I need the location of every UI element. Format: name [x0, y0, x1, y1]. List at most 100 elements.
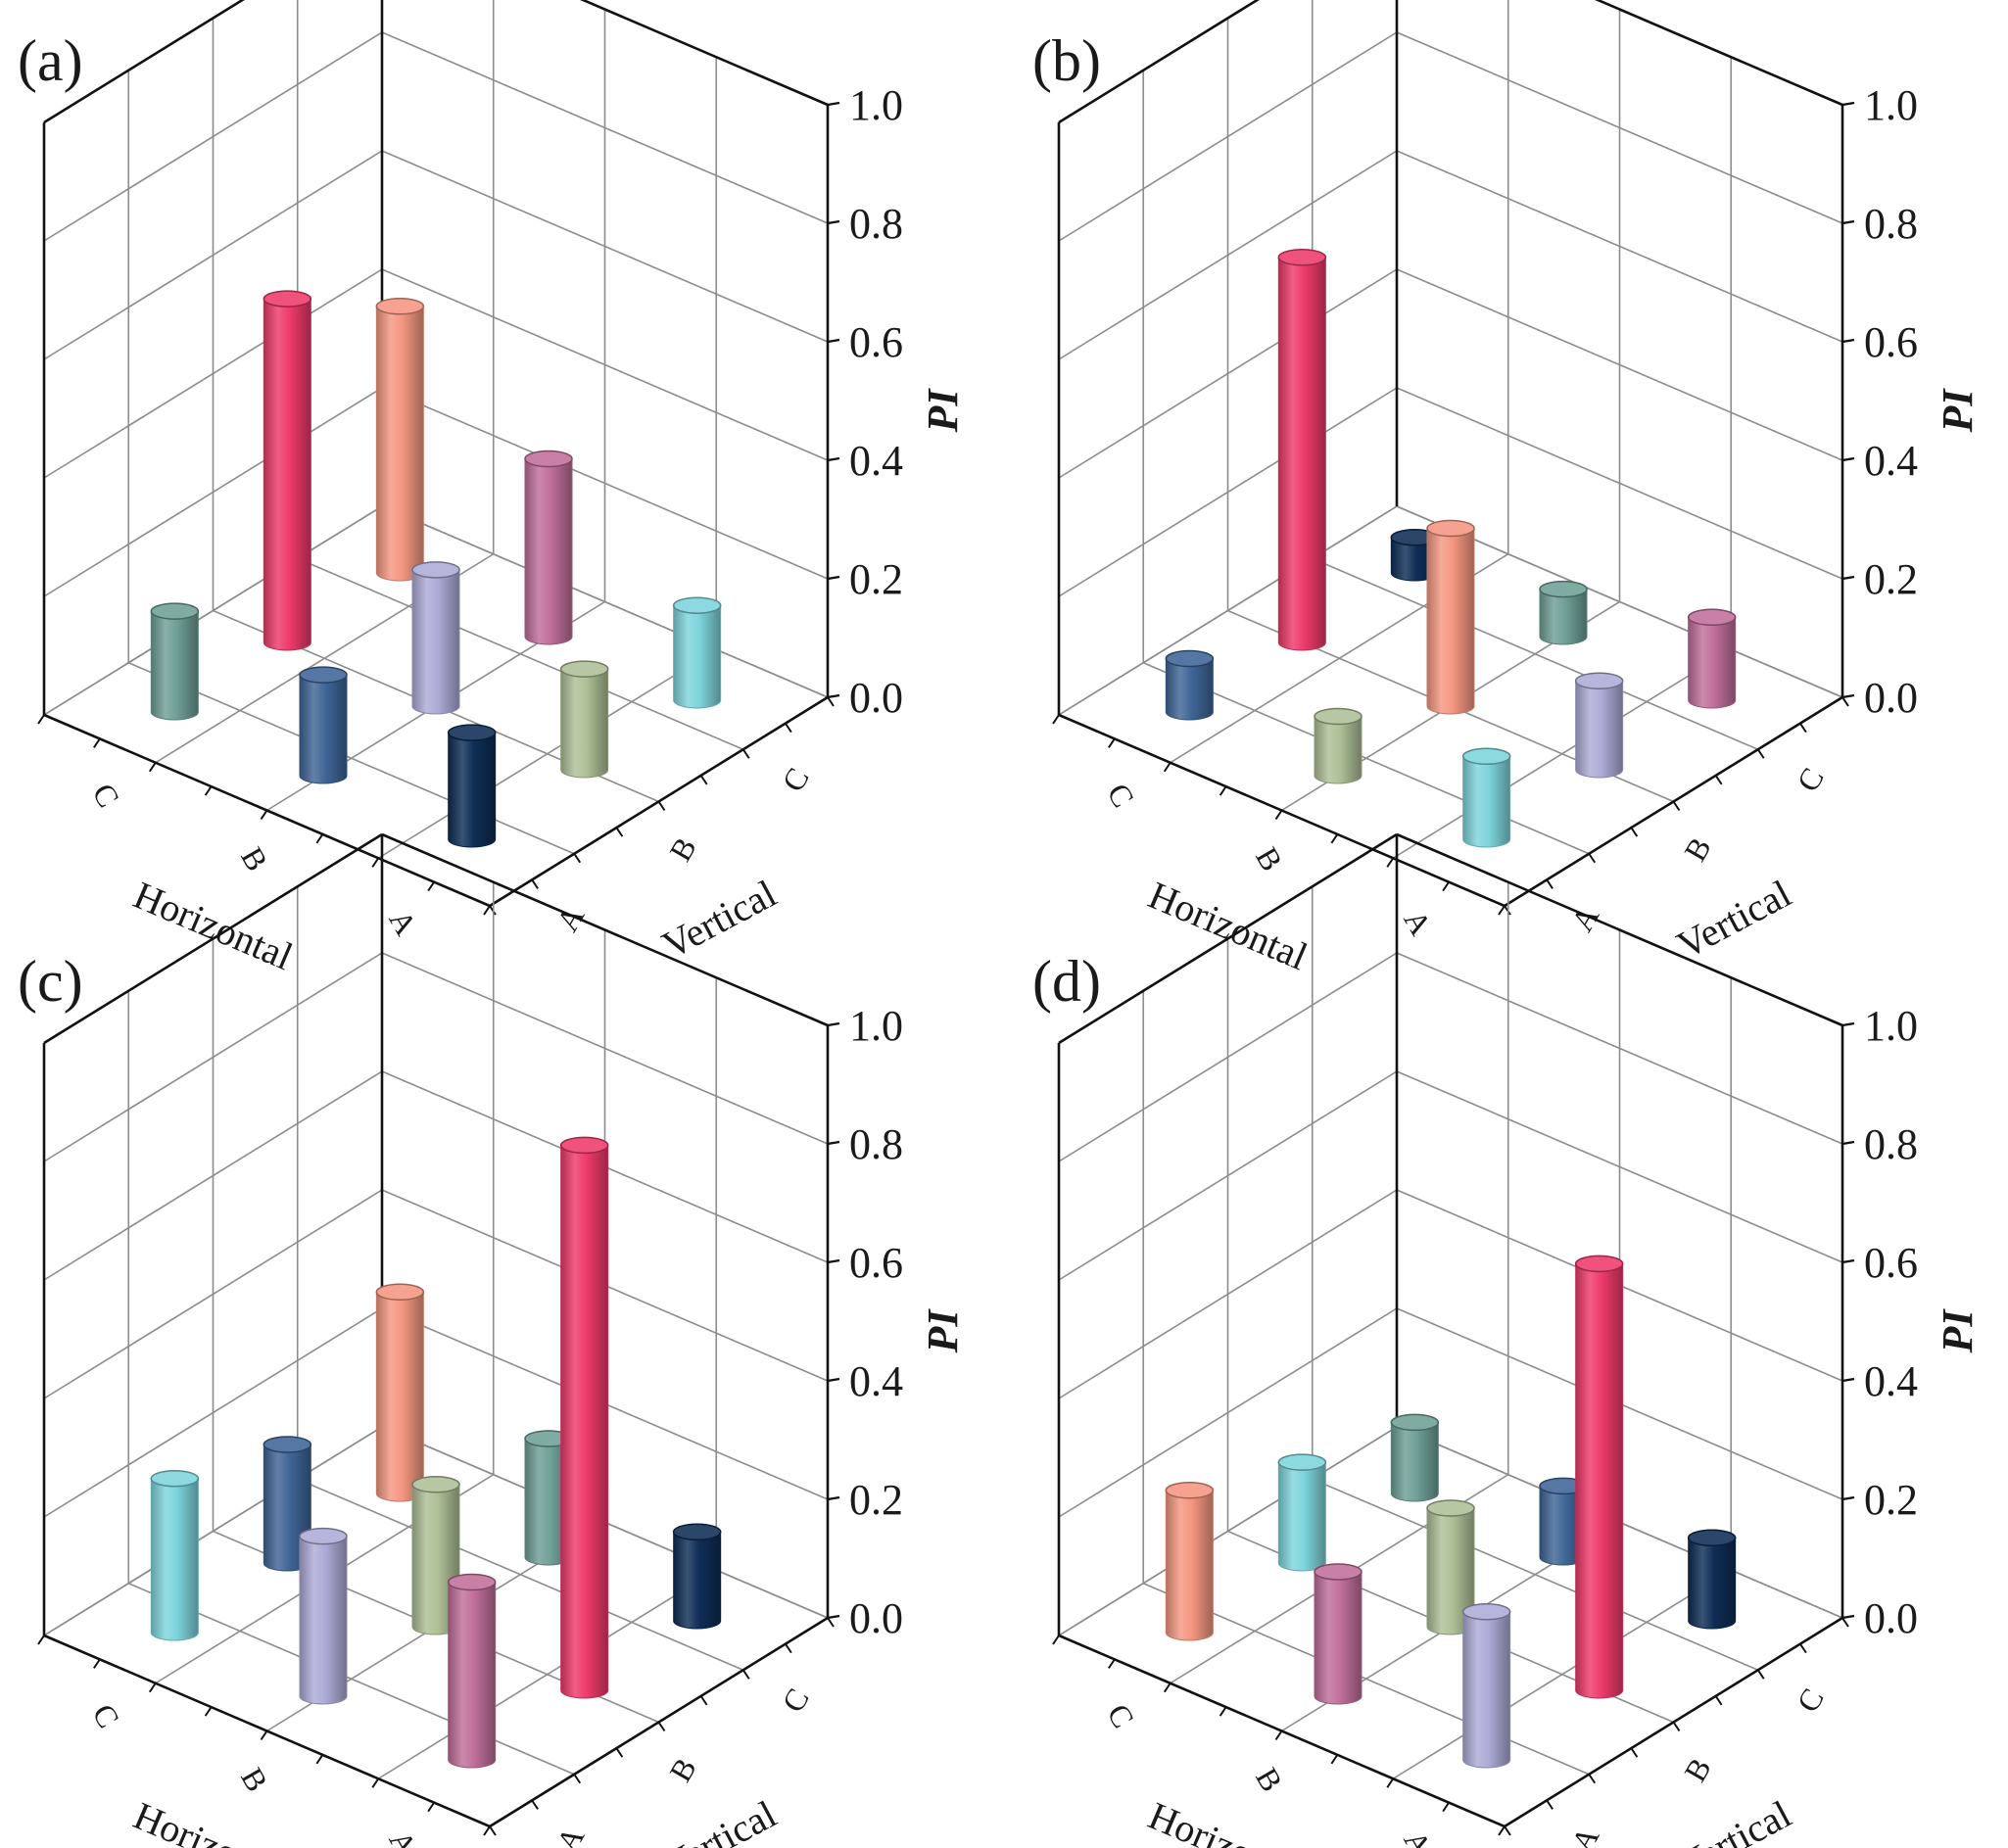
horizontal-category-label: A	[1397, 904, 1439, 941]
axes-frame	[1052, 832, 1855, 1836]
bar-hB-vB	[411, 1476, 460, 1635]
bar-hB-vC	[1539, 1477, 1588, 1566]
panel-label: (c)	[18, 949, 83, 1014]
bar-hC-vA	[150, 1469, 200, 1641]
z-tick-label: 0.4	[1864, 1357, 1918, 1405]
bar-hC-vC	[375, 298, 425, 582]
z-tick-label: 1.0	[1864, 1002, 1918, 1050]
x-axis-title: Horizontal	[1142, 1793, 1314, 1848]
bar-hA-vC	[672, 1523, 722, 1630]
bar-hC-vC	[1390, 528, 1440, 582]
z-tick-label: 0.8	[1864, 1120, 1918, 1168]
axes-frame	[37, 0, 840, 916]
bar-hA-vB	[559, 1136, 609, 1699]
z-tick-label: 1.0	[849, 81, 903, 129]
bar-hA-vC	[672, 596, 722, 709]
bar-hC-vA	[1165, 1482, 1215, 1641]
horizontal-category-label: B	[1249, 841, 1290, 877]
horizontal-category-label: A	[1397, 1824, 1439, 1848]
panel-label: (a)	[18, 28, 83, 93]
bar-hC-vA	[150, 602, 200, 721]
horizontal-category-label: B	[234, 841, 275, 877]
bar-hA-vA	[1461, 1603, 1511, 1769]
horizontal-category-label: C	[1100, 778, 1141, 813]
vertical-category-label: C	[775, 1682, 816, 1718]
vertical-category-label: A	[1564, 900, 1606, 937]
bar-hC-vB	[1277, 1453, 1327, 1572]
z-axis-title: PI	[1934, 1308, 1982, 1354]
panel-label: (d)	[1032, 949, 1101, 1014]
z-axis-title: PI	[1934, 388, 1982, 434]
z-tick-label: 0.2	[849, 555, 903, 603]
horizontal-category-label: B	[1249, 1762, 1290, 1797]
vertical-category-label: C	[775, 762, 816, 797]
y-axis-title: Vertical	[655, 1792, 784, 1848]
horizontal-category-label: C	[85, 1698, 126, 1733]
bar-hB-vC	[524, 450, 573, 645]
vertical-category-label: C	[1790, 762, 1831, 797]
z-tick-label: 0.8	[849, 1120, 903, 1168]
bar-hC-vC	[1390, 1413, 1440, 1502]
z-tick-label: 0.0	[1864, 674, 1918, 722]
bar-hC-vC	[375, 1283, 425, 1502]
bar-hA-vB	[1574, 1255, 1624, 1699]
horizontal-category-label: A	[382, 904, 424, 941]
bar-hA-vA	[447, 724, 497, 848]
z-tick-label: 1.0	[1864, 81, 1918, 129]
z-tick-label: 0.2	[1864, 555, 1918, 603]
bar-hB-vA	[1314, 1563, 1363, 1705]
bar-hA-vA	[1461, 747, 1511, 848]
bar-hB-vA	[299, 666, 348, 784]
y-axis-title: Vertical	[1670, 872, 1798, 968]
z-tick-label: 0.4	[1864, 437, 1918, 485]
vertical-category-label: B	[1677, 831, 1718, 867]
bar-hB-vA	[1314, 707, 1363, 784]
z-tick-label: 0.0	[849, 1594, 903, 1642]
z-tick-label: 0.6	[849, 1239, 903, 1287]
bar-hB-vB	[1426, 519, 1475, 715]
bar-hA-vC	[1687, 608, 1737, 709]
vertical-category-label: A	[550, 1821, 592, 1848]
bars	[1165, 249, 1737, 848]
z-axis-title: PI	[919, 1308, 967, 1354]
bar-hB-vB	[1426, 1499, 1475, 1635]
bar-hA-vA	[447, 1573, 497, 1769]
vertical-category-label: B	[662, 1752, 703, 1787]
z-axis-title: PI	[919, 388, 967, 434]
horizontal-category-label: A	[382, 1824, 424, 1848]
z-tick-label: 0.6	[849, 318, 903, 366]
z-tick-label: 0.0	[849, 674, 903, 722]
vertical-category-label: B	[1677, 1752, 1718, 1787]
bar-hA-vC	[1687, 1529, 1737, 1630]
axes-frame	[37, 832, 840, 1836]
bar-hB-vA	[299, 1527, 348, 1705]
y-axis-title: Vertical	[655, 872, 784, 968]
bar-hA-vB	[1574, 672, 1624, 779]
bar-hB-vB	[411, 561, 460, 715]
axes-frame	[1052, 0, 1855, 916]
z-tick-label: 0.6	[1864, 318, 1918, 366]
vertical-category-label: B	[662, 831, 703, 867]
bars	[150, 1136, 722, 1769]
z-tick-label: 0.8	[1864, 200, 1918, 248]
vertical-category-label: C	[1790, 1682, 1831, 1718]
bars	[1165, 1255, 1737, 1769]
bar-hC-vB	[1277, 249, 1327, 651]
bar-hC-vB	[263, 290, 312, 651]
bar-hB-vC	[524, 1430, 573, 1566]
bar-hA-vB	[559, 660, 609, 779]
horizontal-category-label: C	[85, 778, 126, 813]
grid	[1058, 833, 1843, 1827]
horizontal-category-label: C	[1100, 1698, 1141, 1733]
chart-panel-c: 0.0 0.2 0.4 0.6 0.8 1.0 PI A A B B C C Horizontal Vert…	[18, 832, 967, 1848]
grid	[43, 833, 829, 1827]
panel-label: (b)	[1032, 28, 1101, 93]
z-tick-label: 0.6	[1864, 1239, 1918, 1287]
horizontal-category-label: B	[234, 1762, 275, 1797]
vertical-category-label: A	[550, 900, 592, 937]
x-axis-title: Horizontal	[127, 1793, 299, 1848]
bar-hC-vA	[1165, 649, 1215, 721]
